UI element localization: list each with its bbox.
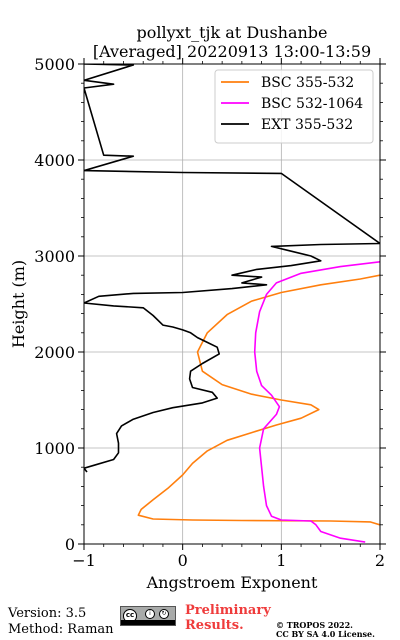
y-axis-label: Height (m) bbox=[9, 260, 28, 348]
y-tick-label: 1000 bbox=[34, 439, 75, 458]
legend-label-3: EXT 355-532 bbox=[261, 117, 353, 133]
preliminary-line-1: Preliminary bbox=[185, 603, 271, 618]
y-tick-label: 5000 bbox=[34, 55, 75, 74]
method-text: Method: Raman bbox=[8, 622, 114, 637]
copyright-line-2: CC BY SA 4.0 License. bbox=[276, 629, 375, 639]
chart-title-line-1: pollyxt_tjk at Dushanbe bbox=[136, 23, 327, 42]
preliminary-line-2: Results. bbox=[185, 618, 244, 633]
version-text: Version: 3.5 bbox=[8, 606, 87, 621]
cc-license-logo: cc i ↻ bbox=[120, 606, 176, 626]
y-tick-label: 2000 bbox=[34, 343, 75, 362]
x-tick-label: 1 bbox=[276, 551, 286, 570]
series-line-3 bbox=[84, 64, 380, 473]
legend-box bbox=[214, 69, 374, 144]
legend: BSC 355-532 BSC 532-1064 EXT 355-532 bbox=[214, 69, 374, 144]
series-lines bbox=[84, 64, 380, 543]
series-line-2 bbox=[253, 261, 380, 543]
plot-frame bbox=[83, 63, 381, 545]
x-axis-label: Angstroem Exponent bbox=[146, 573, 318, 592]
legend-label-1: BSC 355-532 bbox=[261, 75, 354, 91]
legend-label-2: BSC 532-1064 bbox=[261, 96, 363, 112]
x-tick-label: −1 bbox=[72, 551, 96, 570]
series-line-1 bbox=[137, 274, 380, 526]
x-tick-label: 2 bbox=[375, 551, 385, 570]
chart-title-line-2: [Averaged] 20220913 13:00-13:59 bbox=[93, 42, 371, 61]
y-tick-label: 3000 bbox=[34, 247, 75, 266]
copyright-line-1: © TROPOS 2022. bbox=[276, 620, 353, 630]
x-tick-label: 0 bbox=[178, 551, 188, 570]
y-tick-label: 0 bbox=[65, 535, 75, 554]
y-tick-label: 4000 bbox=[34, 151, 75, 170]
